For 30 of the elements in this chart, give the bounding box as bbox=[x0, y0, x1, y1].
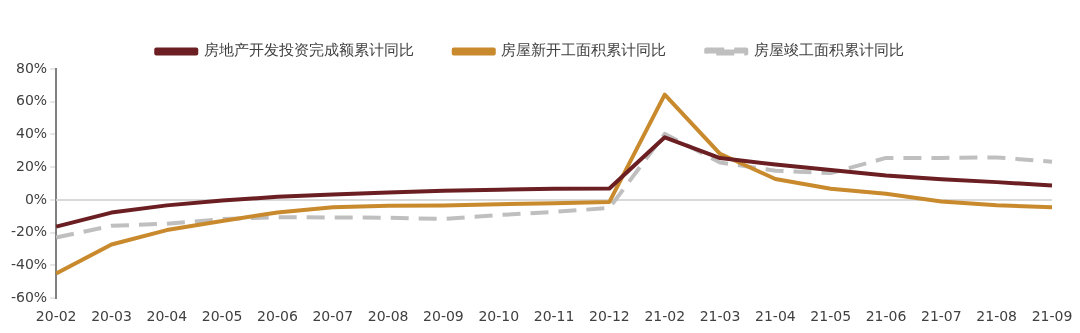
x-tick-label: 20-03 bbox=[91, 308, 132, 325]
x-tick-label: 21-03 bbox=[699, 308, 741, 325]
x-tick-label: 20-10 bbox=[478, 308, 520, 325]
y-tick-label: 20% bbox=[16, 157, 48, 174]
y-tick-label: -60% bbox=[11, 288, 48, 305]
legend-label: 房地产开发投资完成额累计同比 bbox=[203, 41, 414, 60]
x-tick-label: 20-05 bbox=[201, 308, 243, 325]
y-tick-label: 80% bbox=[16, 59, 48, 76]
x-tick-label: 20-06 bbox=[257, 308, 298, 325]
x-tick-label: 21-04 bbox=[755, 308, 796, 325]
x-tick-label: 20-12 bbox=[589, 308, 630, 325]
legend-label: 房屋新开工面积累计同比 bbox=[501, 41, 667, 60]
x-tick-label: 21-08 bbox=[976, 308, 1018, 325]
x-tick-label: 20-11 bbox=[533, 308, 575, 325]
y-tick-label: -20% bbox=[11, 223, 48, 240]
x-tick-label: 20-07 bbox=[312, 308, 354, 325]
legend-label: 房屋竣工面积累计同比 bbox=[753, 41, 904, 60]
x-tick-label: 21-09 bbox=[1031, 308, 1073, 325]
x-tick-label: 20-04 bbox=[146, 308, 188, 325]
x-tick-label: 20-08 bbox=[367, 308, 409, 325]
y-tick-label: 40% bbox=[16, 125, 48, 142]
y-tick-label: 0% bbox=[24, 190, 48, 207]
x-tick-label: 20-02 bbox=[35, 308, 77, 325]
x-tick-label: 20-09 bbox=[423, 308, 464, 325]
y-tick-label: -40% bbox=[11, 256, 48, 273]
x-tick-label: 21-07 bbox=[921, 308, 962, 325]
x-tick-label: 21-06 bbox=[865, 308, 907, 325]
x-tick-label: 21-05 bbox=[810, 308, 852, 325]
x-tick-label: 21-02 bbox=[644, 308, 686, 325]
y-tick-label: 60% bbox=[16, 92, 48, 109]
